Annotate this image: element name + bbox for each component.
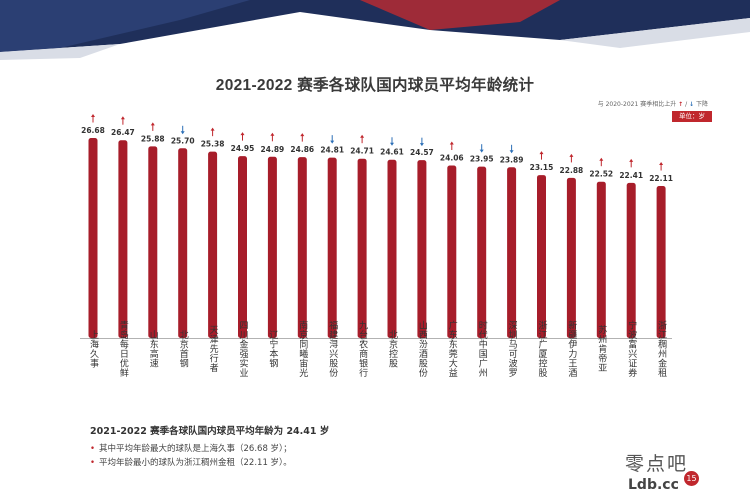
category-label: 深圳马可波罗	[507, 320, 517, 378]
legend: 与 2020-2021 赛季相比上升 ↑ / ↓ 下降	[597, 101, 708, 108]
up-arrow-icon	[210, 127, 215, 137]
category-label: 新疆伊力王酒	[566, 319, 577, 378]
legend-text: 与 2020-2021 赛季相比上升	[597, 101, 677, 108]
value-label: 24.06	[440, 154, 464, 163]
value-label: 24.71	[350, 147, 374, 156]
value-label: 25.38	[201, 140, 225, 149]
bar	[566, 177, 576, 338]
down-arrow-icon	[509, 144, 514, 154]
down-arrow-icon	[330, 135, 335, 144]
down-arrow-icon: ↓	[689, 101, 695, 108]
value-label: 24.86	[290, 145, 314, 154]
bar	[178, 148, 188, 338]
value-label: 25.88	[141, 134, 165, 143]
category-label: 浙江广厦控股	[537, 319, 548, 378]
value-label: 25.70	[171, 136, 195, 145]
up-arrow-icon	[599, 157, 604, 167]
down-arrow-icon	[419, 137, 424, 147]
summary-bullet: • 平均年龄最小的球队为浙江稠州金租（22.11 岁）。	[90, 456, 292, 468]
down-arrow-icon	[479, 144, 484, 153]
bar	[327, 157, 337, 338]
category-label: 上海久事	[88, 330, 99, 368]
summary-bullet-text: 平均年龄最小的球队为浙江稠州金租（22.11 岁）。	[99, 458, 292, 468]
bar	[148, 146, 158, 338]
bar	[537, 175, 546, 338]
category-label: 天津先行者	[208, 325, 219, 373]
value-label: 24.61	[380, 148, 404, 157]
category-label: 时代中国广州	[477, 319, 488, 377]
value-label: 23.95	[470, 155, 494, 164]
bar	[387, 159, 397, 338]
bar	[357, 158, 367, 338]
category-label: 辽宁本钢	[267, 330, 278, 369]
value-label: 24.57	[410, 148, 434, 157]
up-arrow-icon	[240, 132, 245, 141]
value-label: 24.81	[320, 146, 344, 155]
summary-title: 2021-2022 赛季各球队国内球员平均年龄为 24.41 岁	[90, 426, 330, 437]
up-arrow-icon: ↑	[678, 101, 684, 108]
bar	[208, 151, 218, 338]
bar	[118, 140, 128, 338]
bar	[477, 166, 487, 338]
up-arrow-icon	[629, 158, 634, 168]
page-number-badge: 15	[684, 471, 699, 486]
value-label: 23.15	[530, 163, 554, 172]
up-arrow-icon	[659, 162, 664, 171]
up-arrow-icon	[270, 132, 275, 142]
bar	[507, 167, 517, 338]
value-label: 22.41	[619, 171, 643, 180]
chart-title: 2021-2022 赛季各球队国内球员平均年龄统计	[215, 77, 535, 94]
header-decoration	[0, 0, 750, 60]
bar	[417, 160, 427, 338]
value-label: 26.47	[111, 128, 135, 137]
value-label: 26.68	[81, 126, 105, 135]
value-label: 22.11	[649, 174, 673, 183]
category-label: 广东东莞大益	[447, 319, 458, 377]
up-arrow-icon	[120, 116, 125, 125]
category-label: 苏州肯帝亚	[596, 324, 607, 373]
down-arrow-icon	[390, 137, 394, 146]
category-label: 九台农商银行	[357, 320, 368, 378]
up-arrow-icon	[300, 133, 305, 142]
bar	[626, 182, 636, 338]
category-label: 山西汾酒股份	[417, 320, 428, 378]
category-label: 北京首钢	[178, 330, 189, 369]
up-arrow-icon	[91, 114, 95, 123]
watermark-url: Ldb.cc	[628, 477, 679, 493]
category-label: 福建浔兴股份	[327, 319, 338, 378]
value-label: 22.88	[560, 166, 584, 175]
value-label: 23.89	[500, 155, 524, 164]
legend-down-text: 下降	[695, 101, 708, 108]
category-label: 宁波富兴证券	[626, 319, 637, 378]
unit-badge: 单位：岁	[672, 111, 712, 122]
value-label: 22.52	[589, 170, 613, 179]
category-label: 浙江稠州金租	[656, 319, 667, 377]
bar	[297, 157, 307, 338]
category-label: 四川金强实业	[238, 321, 249, 378]
value-label: 24.89	[261, 145, 285, 154]
bar	[88, 138, 98, 338]
category-label: 南京同曦宙光	[297, 319, 308, 378]
category-label: 青岛每日优鲜	[118, 319, 128, 378]
up-arrow-icon	[539, 151, 544, 160]
down-arrow-icon	[180, 125, 185, 135]
bar	[596, 181, 606, 338]
bar	[267, 156, 277, 338]
category-label: 山东高速	[148, 330, 159, 369]
watermark-text: 零点吧	[625, 453, 689, 475]
category-label: 北京控股	[387, 330, 398, 369]
up-arrow-icon	[150, 122, 155, 131]
up-arrow-icon	[449, 141, 454, 151]
bar	[447, 165, 457, 338]
bar	[238, 156, 247, 338]
bullet-dot-icon: •	[90, 458, 96, 468]
up-arrow-icon	[569, 153, 574, 163]
bullet-dot-icon: •	[90, 444, 96, 454]
summary-bullet-text: 其中平均年龄最大的球队是上海久事（26.68 岁）；	[99, 444, 292, 454]
up-arrow-icon	[360, 134, 365, 144]
value-label: 24.95	[231, 144, 255, 153]
bar	[656, 186, 666, 338]
summary-bullet: • 其中平均年龄最大的球队是上海久事（26.68 岁）；	[90, 442, 292, 454]
